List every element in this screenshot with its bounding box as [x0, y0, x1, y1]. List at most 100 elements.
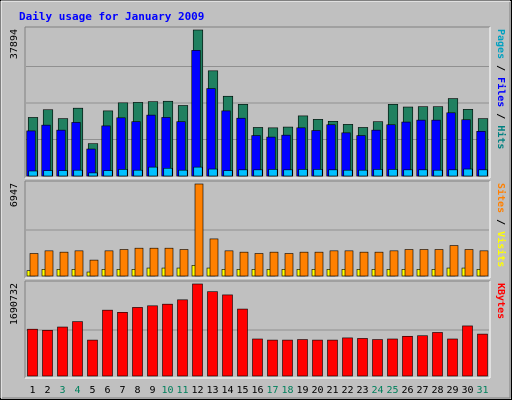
sites-bar: [239, 251, 249, 277]
day-label-24: 24: [371, 385, 383, 396]
kbytes-bar: [42, 329, 53, 377]
kbytes-bar: [282, 339, 293, 377]
files-bar: [71, 122, 81, 177]
kbytes-bar: [207, 291, 218, 377]
day-label-30: 30: [461, 385, 473, 396]
day-label-28: 28: [431, 385, 443, 396]
pages-bar: [388, 169, 398, 177]
legend-label-hits-3: /: [495, 107, 506, 125]
panel-kbytes-legend: KBytes: [495, 283, 506, 319]
sites-bar: [209, 238, 219, 277]
sites-bar: [434, 249, 444, 277]
files-bar: [26, 130, 36, 177]
sites-bar: [419, 249, 429, 277]
pages-bar: [163, 167, 173, 177]
sites-bar: [254, 253, 264, 277]
pages-bar: [208, 168, 218, 177]
files-bar: [326, 124, 336, 177]
day-label-27: 27: [416, 385, 428, 396]
files-bar: [296, 127, 306, 177]
files-bar: [221, 110, 231, 177]
sites-bar: [194, 183, 204, 277]
sites-bar: [449, 245, 459, 277]
panel-hits-max-label: 37894: [9, 29, 20, 59]
panel-visits-bars: [26, 183, 489, 277]
pages-bar: [463, 168, 473, 177]
sites-bar: [479, 250, 489, 277]
kbytes-bar: [447, 338, 458, 377]
kbytes-bar: [297, 339, 308, 377]
day-label-23: 23: [356, 385, 368, 396]
files-bar: [416, 119, 426, 177]
pages-bar: [133, 169, 143, 177]
kbytes-bar: [312, 339, 323, 377]
kbytes-bar: [387, 338, 398, 377]
pages-bar: [118, 169, 128, 177]
kbytes-bar: [327, 339, 338, 377]
panel-kbytes: 1690732 KBytes: [9, 280, 506, 379]
panel-hits: 37894 Pages / Files / Hits: [9, 26, 507, 179]
day-label-19: 19: [296, 385, 308, 396]
files-bar: [56, 129, 66, 177]
files-bar: [131, 121, 141, 177]
sites-bar: [269, 251, 279, 277]
pages-bar: [478, 169, 488, 177]
kbytes-bar: [462, 325, 473, 377]
day-label-12: 12: [191, 385, 203, 396]
pages-bar: [88, 172, 98, 177]
legend-label-visits-1: /: [495, 213, 506, 231]
panel-kbytes-max-label: 1690732: [9, 283, 20, 325]
kbytes-bar: [432, 332, 443, 377]
pages-bar: [178, 169, 188, 177]
pages-bar: [418, 169, 428, 177]
kbytes-bar: [87, 339, 98, 377]
legend-label-visits-2: Visits: [495, 231, 507, 267]
pages-bar: [193, 166, 203, 177]
kbytes-bar: [102, 309, 113, 377]
sites-bar: [284, 253, 294, 277]
kbytes-bar: [192, 283, 203, 377]
legend-label-kbytes-0: KBytes: [495, 283, 506, 319]
sites-bar: [164, 247, 174, 277]
pages-bar: [43, 170, 53, 177]
sites-bar: [389, 250, 399, 277]
panel-kbytes-bars: [27, 283, 488, 377]
kbytes-bar: [357, 338, 368, 377]
pages-bar: [313, 169, 323, 177]
kbytes-bar: [237, 308, 248, 377]
sites-bar: [149, 247, 159, 277]
files-bar: [401, 121, 411, 177]
legend-label-hits-1: /: [495, 59, 506, 77]
pages-bar: [358, 169, 368, 177]
pages-bar: [223, 170, 233, 177]
files-bar: [101, 125, 111, 177]
day-label-1: 1: [29, 385, 35, 396]
day-label-26: 26: [401, 385, 413, 396]
files-bar: [386, 124, 396, 177]
sites-bar: [359, 251, 369, 277]
files-bar: [236, 117, 246, 177]
sites-bar: [119, 249, 129, 277]
files-bar: [371, 129, 381, 177]
files-bar: [86, 148, 96, 177]
files-bar: [446, 112, 456, 177]
pages-bar: [343, 169, 353, 177]
day-label-15: 15: [236, 385, 248, 396]
legend-label-visits-0: Sites: [495, 183, 507, 213]
kbytes-bar: [417, 335, 428, 377]
files-bar: [341, 132, 351, 177]
pages-bar: [103, 170, 113, 177]
pages-bar: [283, 169, 293, 177]
files-bar: [191, 50, 201, 177]
sites-bar: [224, 250, 234, 277]
pages-bar: [433, 169, 443, 177]
sites-bar: [344, 250, 354, 277]
kbytes-bar: [342, 337, 353, 377]
kbytes-bar: [117, 312, 128, 377]
legend-label-hits-2: Files: [495, 77, 507, 107]
sites-bar: [404, 249, 414, 277]
day-label-25: 25: [386, 385, 398, 396]
files-bar: [461, 119, 471, 177]
day-label-9: 9: [149, 385, 155, 396]
